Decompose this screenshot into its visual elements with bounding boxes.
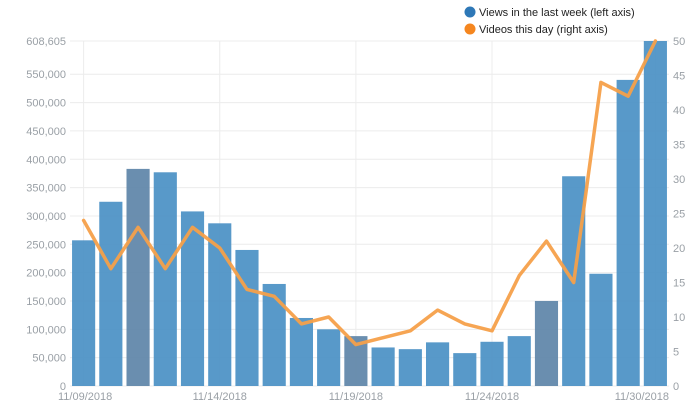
bar-views-11/23/2018 [453, 353, 477, 386]
left-tick-label: 450,000 [26, 126, 66, 138]
bar-views-11/30/2018 [643, 41, 667, 386]
right-tick-label: 35 [673, 140, 685, 152]
bar-views-11/25/2018 [507, 336, 531, 386]
bar-views-11/20/2018 [371, 347, 395, 386]
left-tick-label: 250,000 [26, 239, 66, 251]
bar-views-11/12/2018 [153, 172, 177, 386]
x-tick-label: 11/09/2018 [58, 391, 112, 403]
bar-series-views [72, 41, 667, 386]
right-tick-label: 20 [673, 243, 685, 255]
line-videos-per-day [81, 39, 658, 347]
right-axis: 0 5 10 15 20 25 30 35 40 45 50 [673, 36, 685, 393]
left-tick-label: 500,000 [26, 98, 66, 110]
left-tick-label: 400,000 [26, 154, 66, 166]
bar-views-11/28/2018 [589, 273, 613, 386]
bar-views-11/24/2018 [480, 341, 504, 386]
right-tick-label: 5 [673, 347, 679, 359]
bar-views-11/22/2018 [425, 342, 450, 386]
x-axis: 11/09/2018 11/14/2018 11/19/2018 11/24/2018… [58, 391, 669, 403]
x-tick-label: 11/14/2018 [193, 391, 247, 403]
legend-marker [464, 6, 476, 18]
left-tick-label: 200,000 [26, 268, 66, 280]
left-tick-label: 550,000 [26, 69, 66, 81]
bar-views-11/09/2018 [72, 240, 96, 386]
x-tick-label: 11/24/2018 [465, 391, 519, 403]
left-tick-label: 50,000 [32, 353, 66, 365]
left-axis: 0 50,000 100,000 150,000 200,000 250,000 300,0… [26, 36, 66, 393]
line-series-videos [81, 39, 658, 347]
bar-views-11/13/2018 [180, 211, 205, 386]
left-tick-label: 150,000 [26, 296, 66, 308]
left-tick-label: 608,605 [26, 36, 66, 48]
right-tick-label: 40 [673, 105, 685, 117]
left-tick-label: 350,000 [26, 183, 66, 195]
bar-views-11/11/2018 [126, 168, 150, 386]
bar-views-11/17/2018 [289, 317, 314, 386]
legend-marker [464, 23, 476, 35]
right-tick-label: 30 [673, 174, 685, 186]
legend-label: Views in the last week (left axis) [479, 7, 635, 19]
bar-views-11/19/2018 [344, 336, 368, 386]
legend-label: Videos this day (right axis) [479, 24, 608, 36]
left-tick-label: 0 [60, 381, 66, 393]
right-tick-label: 45 [673, 71, 685, 83]
bar-views-11/16/2018 [262, 283, 286, 386]
x-tick-label: 11/30/2018 [615, 391, 669, 403]
bar-views-11/14/2018 [208, 223, 232, 386]
bar-views-11/21/2018 [398, 349, 422, 386]
bar-views-11/10/2018 [99, 201, 123, 386]
right-tick-label: 10 [673, 312, 685, 324]
left-tick-label: 100,000 [26, 324, 66, 336]
bar-views-11/26/2018 [534, 300, 559, 386]
legend: Views in the last week (left axis) Videos… [464, 6, 635, 36]
right-tick-label: 0 [673, 381, 679, 393]
x-tick-label: 11/19/2018 [329, 391, 383, 403]
bar-views-11/18/2018 [317, 329, 341, 386]
bar-views-11/29/2018 [616, 79, 640, 386]
right-tick-label: 15 [673, 278, 685, 290]
bar-views-11/15/2018 [235, 249, 259, 386]
left-tick-label: 300,000 [26, 211, 66, 223]
right-tick-label: 25 [673, 209, 685, 221]
right-tick-label: 50 [673, 36, 685, 48]
